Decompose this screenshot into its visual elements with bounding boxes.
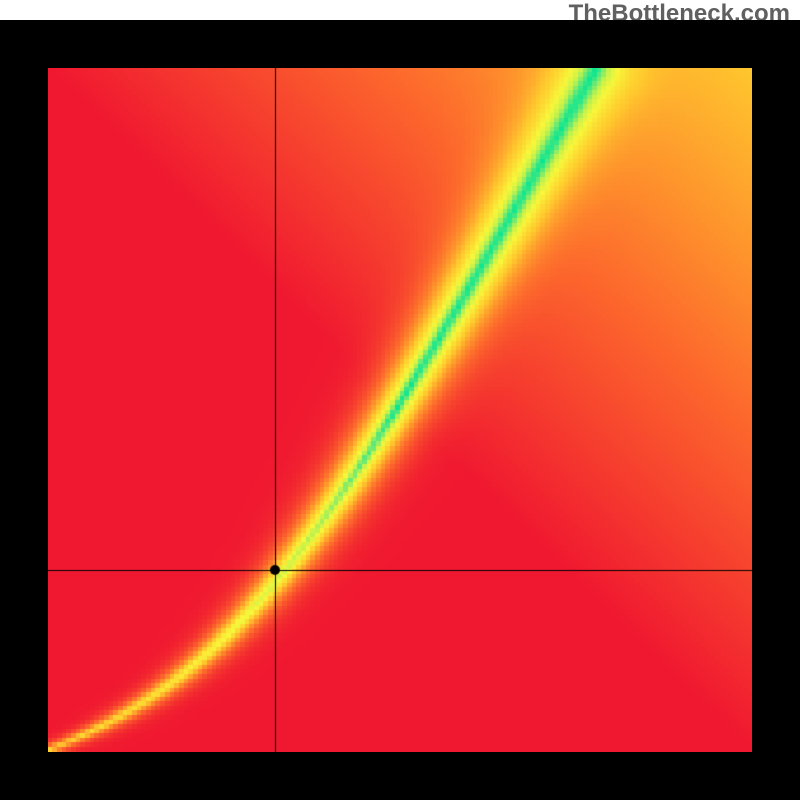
chart-container: TheBottleneck.com	[0, 0, 800, 800]
heatmap-canvas	[48, 68, 752, 752]
plot-frame	[0, 20, 800, 800]
